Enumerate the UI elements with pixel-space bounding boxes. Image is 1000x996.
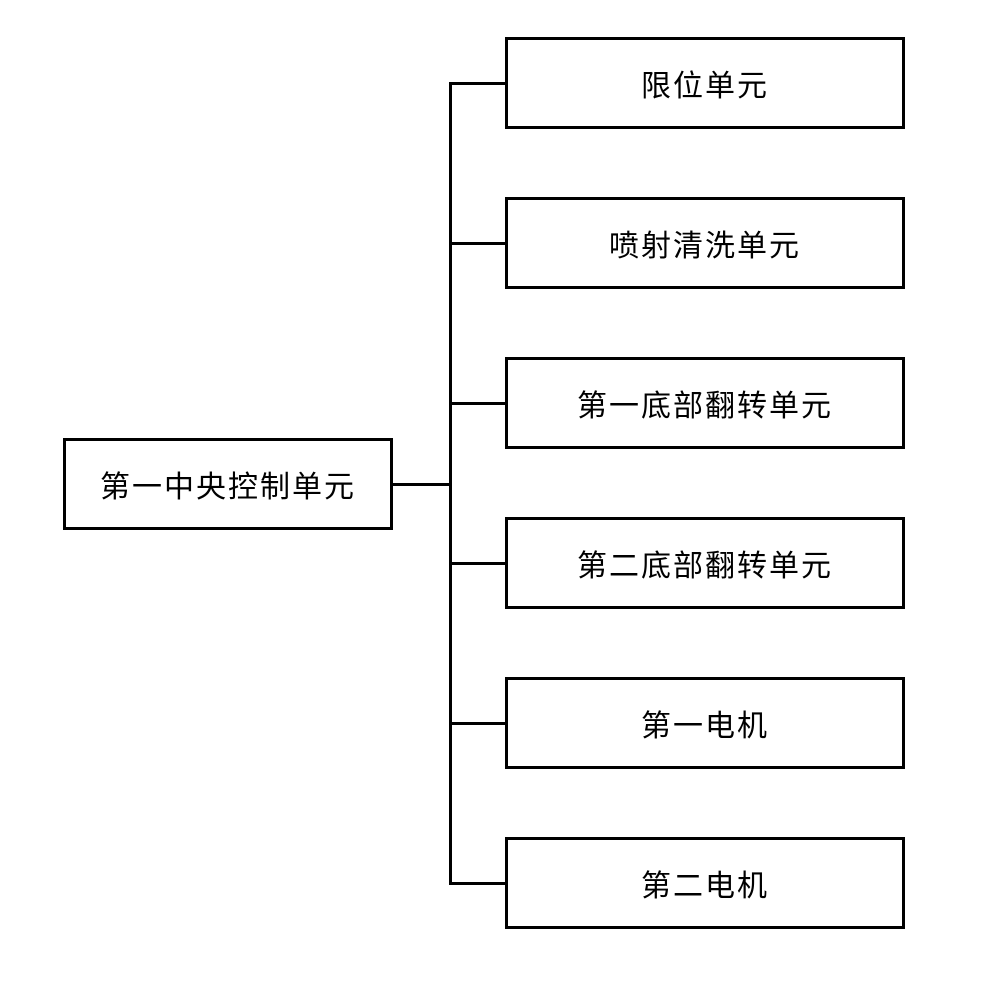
child-label-3: 第二底部翻转单元 xyxy=(577,541,833,585)
child-node-4: 第一电机 xyxy=(505,677,905,769)
child-node-3: 第二底部翻转单元 xyxy=(505,517,905,609)
connector-branch-2 xyxy=(449,402,506,405)
child-label-4: 第一电机 xyxy=(641,701,769,745)
connector-root-trunk xyxy=(393,483,451,486)
child-label-0: 限位单元 xyxy=(641,61,769,105)
root-node: 第一中央控制单元 xyxy=(63,438,393,530)
child-label-2: 第一底部翻转单元 xyxy=(577,381,833,425)
connector-branch-5 xyxy=(449,882,506,885)
child-node-5: 第二电机 xyxy=(505,837,905,929)
child-node-0: 限位单元 xyxy=(505,37,905,129)
connector-trunk xyxy=(449,82,452,885)
child-node-2: 第一底部翻转单元 xyxy=(505,357,905,449)
connector-branch-0 xyxy=(449,82,506,85)
child-node-1: 喷射清洗单元 xyxy=(505,197,905,289)
connector-branch-4 xyxy=(449,722,506,725)
connector-branch-1 xyxy=(449,242,506,245)
child-label-1: 喷射清洗单元 xyxy=(609,221,801,265)
root-label: 第一中央控制单元 xyxy=(100,462,356,506)
child-label-5: 第二电机 xyxy=(641,861,769,905)
connector-branch-3 xyxy=(449,562,506,565)
